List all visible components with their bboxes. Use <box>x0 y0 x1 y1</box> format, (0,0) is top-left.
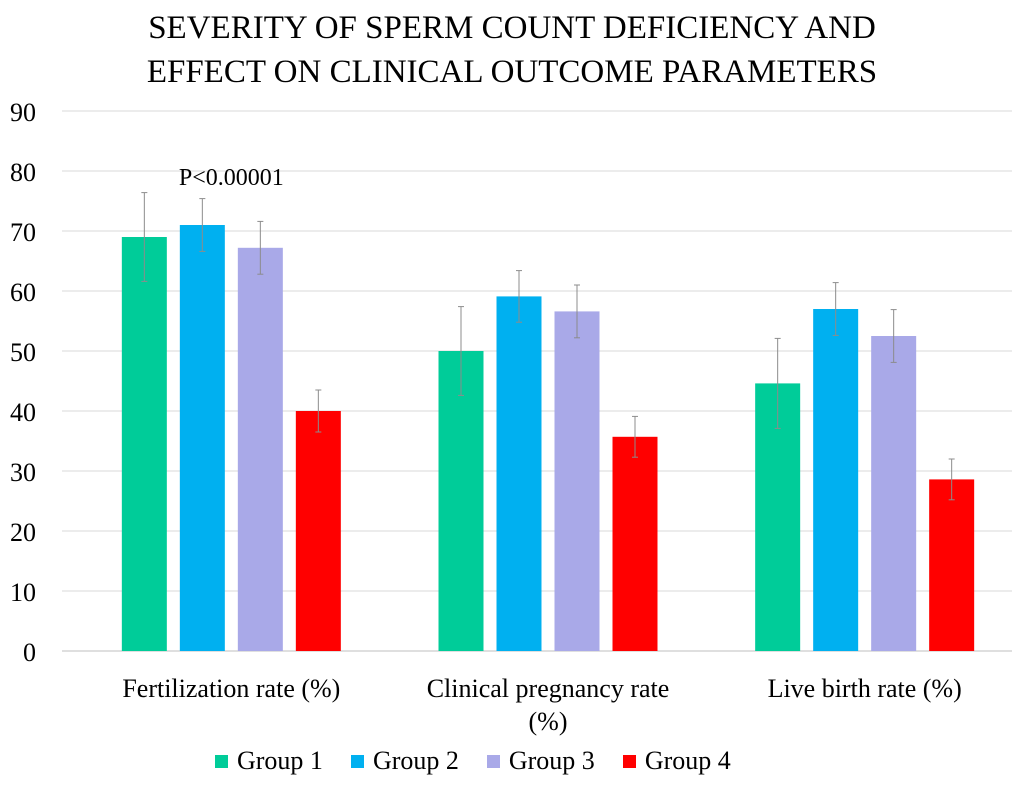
y-tick-label: 30 <box>10 458 36 487</box>
legend-label: Group 3 <box>508 746 595 775</box>
y-tick-label: 70 <box>10 218 36 247</box>
bar <box>179 225 225 651</box>
legend-swatch <box>622 754 636 768</box>
x-category-label: (%) <box>529 707 568 736</box>
x-category-label: Fertilization rate (%) <box>122 674 340 703</box>
chart-title-line-1: SEVERITY OF SPERM COUNT DEFICIENCY AND <box>148 10 876 46</box>
y-tick-label: 60 <box>10 278 36 307</box>
bar <box>438 351 484 651</box>
legend-swatch <box>486 754 500 768</box>
legend-label: Group 2 <box>372 746 459 775</box>
y-tick-label: 80 <box>10 158 36 187</box>
bar <box>554 311 600 651</box>
bar <box>813 309 859 651</box>
y-tick-label: 10 <box>10 578 36 607</box>
legend-item: Group 2 <box>350 746 459 776</box>
bar <box>237 247 283 652</box>
y-tick-label: 40 <box>10 398 36 427</box>
bar <box>496 296 542 651</box>
x-category-label: Live birth rate (%) <box>768 674 962 703</box>
bar <box>871 336 917 651</box>
chart-title-line-2: EFFECT ON CLINICAL OUTCOME PARAMETERS <box>146 54 878 90</box>
bar <box>295 411 341 651</box>
y-tick-label: 0 <box>23 638 36 667</box>
chart-legend: Group 1 Group 2 Group 3 Group 4 <box>215 742 759 780</box>
y-tick-label: 50 <box>10 338 36 367</box>
y-tick-label: 90 <box>10 98 36 127</box>
bar <box>612 436 658 651</box>
x-category-label: Clinical pregnancy rate <box>427 674 670 703</box>
p-value-annotation: P<0.00001 <box>179 165 284 191</box>
y-tick-label: 20 <box>10 518 36 547</box>
legend-item: Group 1 <box>215 746 323 776</box>
bar <box>121 237 167 651</box>
legend-label: Group 1 <box>237 746 323 775</box>
bar <box>929 479 975 651</box>
legend-label: Group 4 <box>644 746 731 775</box>
legend-swatch <box>350 754 364 768</box>
legend-swatch <box>215 754 228 768</box>
legend-item: Group 3 <box>486 746 595 776</box>
legend-item: Group 4 <box>622 746 731 776</box>
